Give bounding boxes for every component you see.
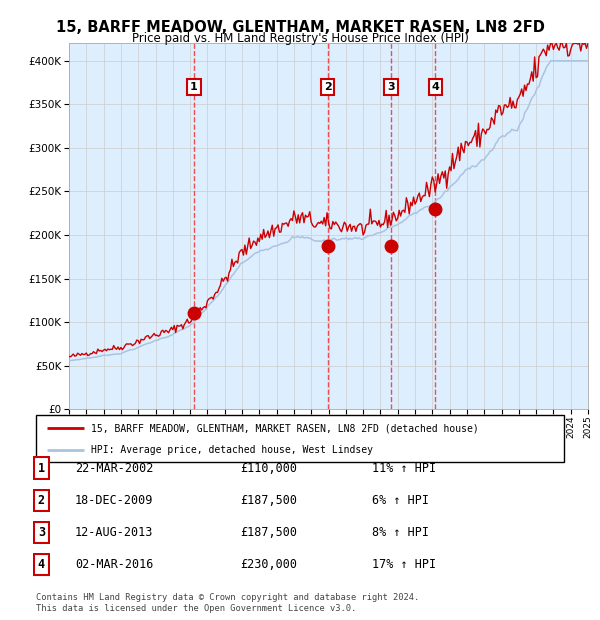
Text: 3: 3 <box>38 526 45 539</box>
Text: 4: 4 <box>431 82 439 92</box>
Text: 1: 1 <box>38 462 45 474</box>
Text: 11% ↑ HPI: 11% ↑ HPI <box>372 462 436 474</box>
Text: HPI: Average price, detached house, West Lindsey: HPI: Average price, detached house, West… <box>91 445 373 455</box>
Text: 15, BARFF MEADOW, GLENTHAM, MARKET RASEN, LN8 2FD: 15, BARFF MEADOW, GLENTHAM, MARKET RASEN… <box>56 20 544 35</box>
Text: £187,500: £187,500 <box>240 494 297 507</box>
Text: 18-DEC-2009: 18-DEC-2009 <box>75 494 154 507</box>
Text: 6% ↑ HPI: 6% ↑ HPI <box>372 494 429 507</box>
Text: £187,500: £187,500 <box>240 526 297 539</box>
Text: Contains HM Land Registry data © Crown copyright and database right 2024.
This d: Contains HM Land Registry data © Crown c… <box>36 593 419 613</box>
Text: 2: 2 <box>38 494 45 507</box>
Text: 3: 3 <box>387 82 395 92</box>
Text: 2: 2 <box>324 82 332 92</box>
Text: 4: 4 <box>38 559 45 571</box>
Text: Price paid vs. HM Land Registry's House Price Index (HPI): Price paid vs. HM Land Registry's House … <box>131 32 469 45</box>
Text: 17% ↑ HPI: 17% ↑ HPI <box>372 559 436 571</box>
Text: 02-MAR-2016: 02-MAR-2016 <box>75 559 154 571</box>
Text: £110,000: £110,000 <box>240 462 297 474</box>
Text: 8% ↑ HPI: 8% ↑ HPI <box>372 526 429 539</box>
Text: 15, BARFF MEADOW, GLENTHAM, MARKET RASEN, LN8 2FD (detached house): 15, BARFF MEADOW, GLENTHAM, MARKET RASEN… <box>91 423 479 433</box>
Text: 1: 1 <box>190 82 198 92</box>
Text: 12-AUG-2013: 12-AUG-2013 <box>75 526 154 539</box>
Text: 22-MAR-2002: 22-MAR-2002 <box>75 462 154 474</box>
Text: £230,000: £230,000 <box>240 559 297 571</box>
